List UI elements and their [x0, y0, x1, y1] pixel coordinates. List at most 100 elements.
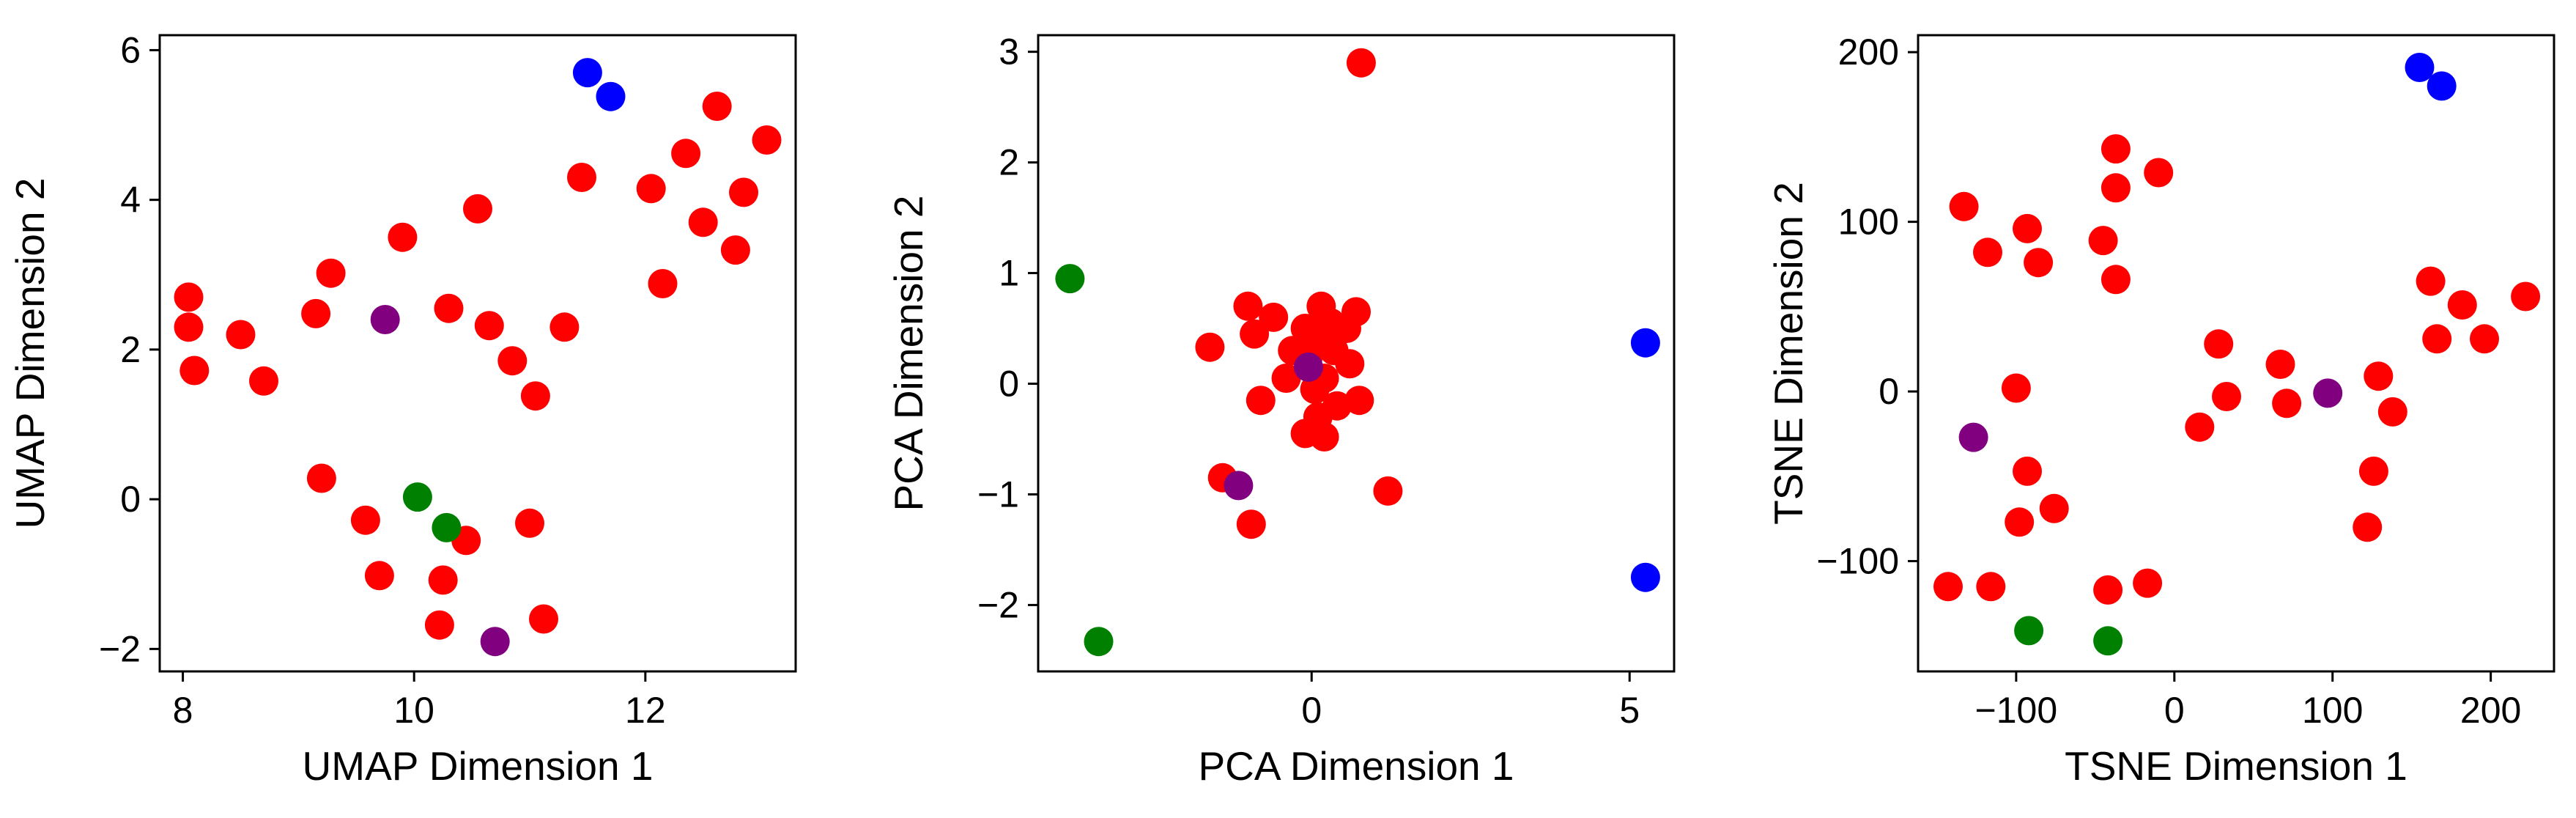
data-point — [2427, 71, 2457, 101]
data-point — [301, 298, 331, 328]
data-point — [549, 312, 580, 342]
data-point — [636, 174, 666, 204]
data-point — [480, 627, 510, 657]
data-point — [316, 258, 346, 288]
data-point — [1346, 48, 1376, 78]
x-tick-label: 5 — [1619, 690, 1640, 731]
data-point — [2093, 626, 2123, 656]
data-point — [306, 463, 336, 493]
y-tick-label: 1 — [999, 253, 1019, 294]
data-point — [174, 282, 204, 312]
x-tick-label: −100 — [1975, 690, 2058, 731]
data-point — [1240, 319, 1270, 349]
axis-frame — [1917, 34, 2555, 673]
x-axis-label: TSNE Dimension 1 — [2065, 743, 2407, 789]
data-point — [596, 81, 626, 111]
data-point — [2416, 266, 2446, 296]
data-point — [1344, 386, 1374, 416]
y-axis-label: UMAP Dimension 2 — [7, 178, 53, 529]
y-tick-label: 4 — [120, 180, 141, 221]
data-point — [1236, 509, 1266, 539]
data-point — [2093, 575, 2123, 605]
data-point — [671, 139, 701, 169]
data-point — [2511, 281, 2541, 312]
data-point — [1055, 264, 1085, 294]
x-tick-label: 8 — [173, 690, 193, 731]
data-point — [572, 58, 602, 88]
data-point — [567, 163, 596, 192]
data-point — [424, 610, 454, 640]
x-tick-label: 0 — [1301, 690, 1322, 731]
data-point — [1195, 332, 1225, 362]
data-point — [2014, 616, 2044, 646]
data-point — [752, 125, 782, 155]
data-point — [179, 355, 210, 386]
data-point — [2101, 134, 2131, 164]
data-point — [648, 269, 678, 298]
data-point — [1246, 386, 1276, 416]
data-point — [1973, 237, 2002, 268]
data-point — [720, 235, 750, 265]
data-point — [2470, 324, 2499, 354]
x-axis-label: UMAP Dimension 1 — [303, 743, 654, 789]
y-tick-label: 100 — [1838, 202, 1899, 243]
data-point — [1233, 291, 1263, 321]
data-point — [434, 293, 464, 323]
y-tick-label: −2 — [99, 628, 141, 669]
data-point — [432, 512, 462, 542]
y-tick-label: −1 — [977, 474, 1019, 515]
data-point — [2101, 173, 2131, 203]
data-point — [364, 561, 394, 591]
data-point — [1084, 627, 1114, 657]
data-point — [2001, 373, 2031, 403]
x-tick-label: 0 — [2164, 690, 2185, 731]
data-point — [2447, 290, 2477, 320]
data-point — [2364, 361, 2394, 391]
data-point — [2353, 512, 2383, 542]
data-point — [402, 482, 432, 512]
axis-frame — [1037, 34, 1676, 673]
data-point — [226, 320, 256, 350]
data-point — [688, 207, 718, 237]
data-point — [2265, 350, 2295, 379]
x-tick-label: 10 — [393, 690, 434, 731]
data-point — [474, 311, 504, 341]
data-point — [1933, 572, 1963, 602]
x-tick-label: 12 — [625, 690, 666, 731]
data-point — [2005, 507, 2035, 537]
data-point — [2204, 329, 2234, 359]
data-point — [2039, 493, 2069, 523]
data-point — [1976, 572, 2006, 602]
data-point — [2133, 568, 2163, 598]
data-point — [1630, 328, 1660, 358]
y-tick-label: 2 — [120, 329, 141, 370]
axis-frame — [158, 34, 797, 673]
data-point — [249, 366, 278, 396]
y-tick-label: 0 — [999, 364, 1019, 405]
data-point — [1373, 476, 1403, 506]
data-point — [2185, 412, 2215, 442]
data-point — [2024, 248, 2054, 278]
data-point — [2272, 388, 2302, 419]
y-tick-label: 6 — [120, 29, 141, 70]
y-tick-label: 2 — [999, 142, 1019, 183]
data-point — [529, 604, 558, 634]
data-point — [1958, 422, 1988, 452]
data-point — [520, 381, 550, 411]
y-tick-label: −100 — [1816, 541, 1899, 582]
data-point — [1300, 375, 1330, 405]
data-point — [497, 346, 528, 376]
y-axis-label: TSNE Dimension 2 — [1766, 182, 1811, 525]
data-point — [2212, 382, 2241, 411]
data-point — [2144, 158, 2174, 188]
y-tick-label: 3 — [999, 32, 1019, 73]
data-point — [2013, 213, 2042, 243]
data-point — [1271, 364, 1301, 393]
data-point — [2101, 265, 2131, 295]
y-tick-label: 200 — [1838, 32, 1899, 73]
data-point — [1630, 562, 1660, 592]
data-point — [428, 565, 458, 595]
data-point — [1341, 297, 1371, 327]
data-point — [1309, 422, 1339, 452]
